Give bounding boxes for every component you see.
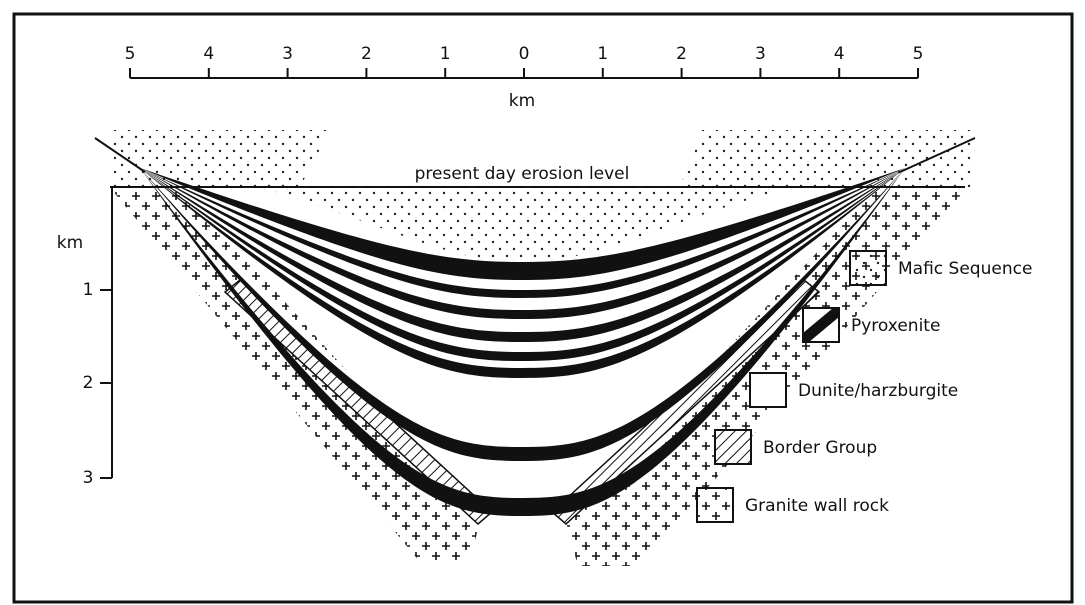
scale-label: 2 — [361, 44, 372, 64]
figure: 5 4 3 2 1 0 1 2 3 4 5 km present day erosion level… — [0, 0, 1085, 605]
scale-label: 5 — [125, 44, 136, 64]
legend-label: Granite wall rock — [745, 496, 889, 516]
scale-label: 4 — [203, 44, 214, 64]
mafic-left — [110, 130, 330, 187]
erosion-label: present day erosion level — [415, 164, 630, 184]
scale-label: 2 — [676, 44, 687, 64]
scale-label: 3 — [755, 44, 766, 64]
legend-label: Pyroxenite — [851, 316, 940, 336]
scale-label: 4 — [834, 44, 845, 64]
legend-label: Mafic Sequence — [898, 259, 1032, 279]
legend-swatch — [715, 430, 751, 464]
scale-label: 1 — [440, 44, 451, 64]
scale-label: 3 — [282, 44, 293, 64]
page: 5 4 3 2 1 0 1 2 3 4 5 km present day erosion level… — [0, 0, 1085, 605]
depth-label: 1 — [83, 280, 94, 300]
legend-swatch — [750, 373, 786, 407]
legend-label: Border Group — [763, 438, 877, 458]
scale-label: 5 — [913, 44, 924, 64]
depth-unit: km — [57, 233, 83, 253]
legend-swatch — [697, 488, 733, 522]
legend-swatch — [850, 251, 886, 285]
scale-label: 0 — [519, 44, 530, 64]
depth-label: 2 — [83, 373, 94, 393]
depth-label: 3 — [83, 468, 94, 488]
scale-unit: km — [509, 91, 535, 111]
legend-label: Dunite/harzburgite — [798, 381, 958, 401]
scale-label: 1 — [597, 44, 608, 64]
